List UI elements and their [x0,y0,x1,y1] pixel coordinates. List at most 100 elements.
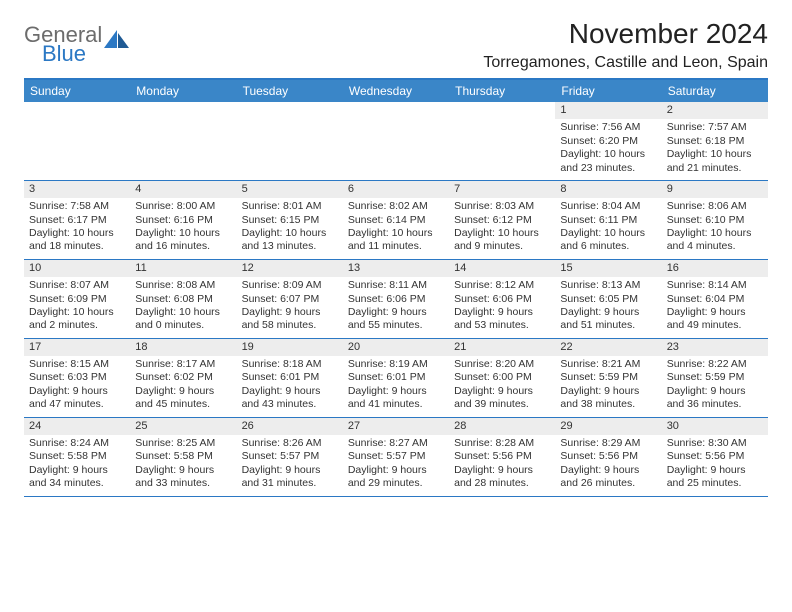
day-cell: 18Sunrise: 8:17 AMSunset: 6:02 PMDayligh… [130,339,236,417]
day-number: 2 [662,102,768,119]
day-number: 5 [237,181,343,198]
day-cell [130,102,236,180]
sunset-line: Sunset: 6:03 PM [29,371,125,384]
sunrise-line: Sunrise: 8:26 AM [242,437,338,450]
sunset-line: Sunset: 5:56 PM [560,450,656,463]
daylight-line: Daylight: 10 hours and 11 minutes. [348,227,444,254]
sunset-line: Sunset: 6:04 PM [667,293,763,306]
location: Torregamones, Castille and Leon, Spain [483,54,768,72]
sunset-line: Sunset: 5:57 PM [348,450,444,463]
day-header: Saturday [662,80,768,102]
weeks-container: 1Sunrise: 7:56 AMSunset: 6:20 PMDaylight… [24,102,768,497]
daylight-line: Daylight: 9 hours and 28 minutes. [454,464,550,491]
sunrise-line: Sunrise: 8:17 AM [135,358,231,371]
daylight-line: Daylight: 10 hours and 2 minutes. [29,306,125,333]
day-header: Monday [130,80,236,102]
day-body [449,118,555,174]
day-cell: 6Sunrise: 8:02 AMSunset: 6:14 PMDaylight… [343,181,449,259]
day-cell: 27Sunrise: 8:27 AMSunset: 5:57 PMDayligh… [343,418,449,496]
daylight-line: Daylight: 9 hours and 58 minutes. [242,306,338,333]
daylight-line: Daylight: 9 hours and 39 minutes. [454,385,550,412]
day-number: 27 [343,418,449,435]
daylight-line: Daylight: 9 hours and 41 minutes. [348,385,444,412]
day-body: Sunrise: 8:13 AMSunset: 6:05 PMDaylight:… [555,277,661,338]
day-cell: 8Sunrise: 8:04 AMSunset: 6:11 PMDaylight… [555,181,661,259]
sunrise-line: Sunrise: 7:56 AM [560,121,656,134]
day-cell [24,102,130,180]
week-row: 1Sunrise: 7:56 AMSunset: 6:20 PMDaylight… [24,102,768,181]
sunrise-line: Sunrise: 7:57 AM [667,121,763,134]
day-number: 13 [343,260,449,277]
sunrise-line: Sunrise: 8:18 AM [242,358,338,371]
day-body: Sunrise: 8:24 AMSunset: 5:58 PMDaylight:… [24,435,130,496]
day-cell: 30Sunrise: 8:30 AMSunset: 5:56 PMDayligh… [662,418,768,496]
sunrise-line: Sunrise: 8:00 AM [135,200,231,213]
day-body: Sunrise: 8:25 AMSunset: 5:58 PMDaylight:… [130,435,236,496]
day-body: Sunrise: 7:56 AMSunset: 6:20 PMDaylight:… [555,119,661,180]
day-body [130,118,236,174]
day-number [130,102,236,118]
sunset-line: Sunset: 6:07 PM [242,293,338,306]
day-cell: 10Sunrise: 8:07 AMSunset: 6:09 PMDayligh… [24,260,130,338]
brand-logo: General Blue [24,18,130,65]
day-body: Sunrise: 7:58 AMSunset: 6:17 PMDaylight:… [24,198,130,259]
sunset-line: Sunset: 5:59 PM [667,371,763,384]
sunrise-line: Sunrise: 8:04 AM [560,200,656,213]
week-row: 17Sunrise: 8:15 AMSunset: 6:03 PMDayligh… [24,339,768,418]
sunset-line: Sunset: 5:58 PM [135,450,231,463]
sunrise-line: Sunrise: 8:15 AM [29,358,125,371]
day-header-row: SundayMondayTuesdayWednesdayThursdayFrid… [24,80,768,102]
day-cell: 13Sunrise: 8:11 AMSunset: 6:06 PMDayligh… [343,260,449,338]
daylight-line: Daylight: 9 hours and 51 minutes. [560,306,656,333]
day-body [343,118,449,174]
sunrise-line: Sunrise: 8:08 AM [135,279,231,292]
day-body: Sunrise: 8:04 AMSunset: 6:11 PMDaylight:… [555,198,661,259]
day-body: Sunrise: 8:22 AMSunset: 5:59 PMDaylight:… [662,356,768,417]
day-body: Sunrise: 8:00 AMSunset: 6:16 PMDaylight:… [130,198,236,259]
sunrise-line: Sunrise: 8:11 AM [348,279,444,292]
daylight-line: Daylight: 10 hours and 16 minutes. [135,227,231,254]
sunrise-line: Sunrise: 8:20 AM [454,358,550,371]
day-cell: 21Sunrise: 8:20 AMSunset: 6:00 PMDayligh… [449,339,555,417]
day-number: 23 [662,339,768,356]
day-cell [237,102,343,180]
daylight-line: Daylight: 9 hours and 49 minutes. [667,306,763,333]
sunset-line: Sunset: 5:56 PM [454,450,550,463]
daylight-line: Daylight: 10 hours and 0 minutes. [135,306,231,333]
daylight-line: Daylight: 9 hours and 43 minutes. [242,385,338,412]
day-cell: 16Sunrise: 8:14 AMSunset: 6:04 PMDayligh… [662,260,768,338]
daylight-line: Daylight: 10 hours and 23 minutes. [560,148,656,175]
day-header: Sunday [24,80,130,102]
day-number: 28 [449,418,555,435]
daylight-line: Daylight: 10 hours and 9 minutes. [454,227,550,254]
sunset-line: Sunset: 6:01 PM [242,371,338,384]
day-body [24,118,130,174]
header: General Blue November 2024 Torregamones,… [24,18,768,72]
day-cell: 9Sunrise: 8:06 AMSunset: 6:10 PMDaylight… [662,181,768,259]
day-cell: 14Sunrise: 8:12 AMSunset: 6:06 PMDayligh… [449,260,555,338]
sunset-line: Sunset: 6:17 PM [29,214,125,227]
sunrise-line: Sunrise: 8:14 AM [667,279,763,292]
day-cell: 25Sunrise: 8:25 AMSunset: 5:58 PMDayligh… [130,418,236,496]
day-number: 24 [24,418,130,435]
day-cell: 1Sunrise: 7:56 AMSunset: 6:20 PMDaylight… [555,102,661,180]
week-row: 10Sunrise: 8:07 AMSunset: 6:09 PMDayligh… [24,260,768,339]
sunset-line: Sunset: 6:01 PM [348,371,444,384]
sunset-line: Sunset: 6:16 PM [135,214,231,227]
day-header: Wednesday [343,80,449,102]
sunset-line: Sunset: 6:12 PM [454,214,550,227]
sunset-line: Sunset: 5:58 PM [29,450,125,463]
day-number: 3 [24,181,130,198]
sunset-line: Sunset: 6:08 PM [135,293,231,306]
day-header: Friday [555,80,661,102]
day-header: Tuesday [237,80,343,102]
day-number: 14 [449,260,555,277]
sunset-line: Sunset: 6:11 PM [560,214,656,227]
sunset-line: Sunset: 5:59 PM [560,371,656,384]
daylight-line: Daylight: 9 hours and 34 minutes. [29,464,125,491]
sunset-line: Sunset: 6:14 PM [348,214,444,227]
day-cell: 12Sunrise: 8:09 AMSunset: 6:07 PMDayligh… [237,260,343,338]
day-cell: 15Sunrise: 8:13 AMSunset: 6:05 PMDayligh… [555,260,661,338]
sunset-line: Sunset: 6:00 PM [454,371,550,384]
sunrise-line: Sunrise: 8:06 AM [667,200,763,213]
